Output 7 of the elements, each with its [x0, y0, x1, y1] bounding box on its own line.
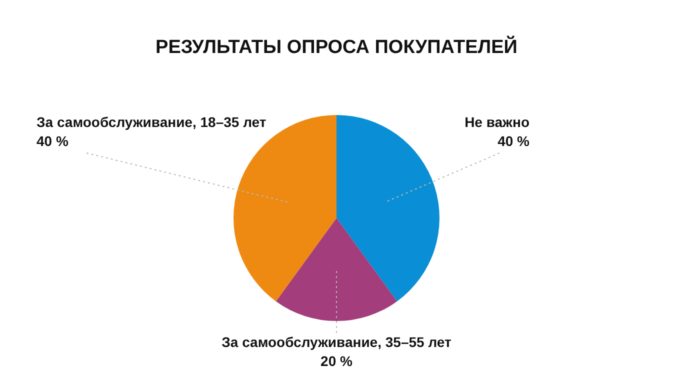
data-label: 40 % — [498, 132, 530, 149]
slice-label: За самообслуживание, 18–35 лет — [36, 114, 266, 130]
slice-label: Не важно — [464, 114, 530, 130]
data-label: 40 % — [36, 132, 69, 149]
data-label: 20 % — [320, 352, 353, 369]
chart-title: РЕЗУЛЬТАТЫ ОПРОСА ПОКУПАТЕЛЕЙ — [156, 35, 518, 58]
slice-label: За самообслуживание, 35–55 лет — [222, 334, 452, 350]
